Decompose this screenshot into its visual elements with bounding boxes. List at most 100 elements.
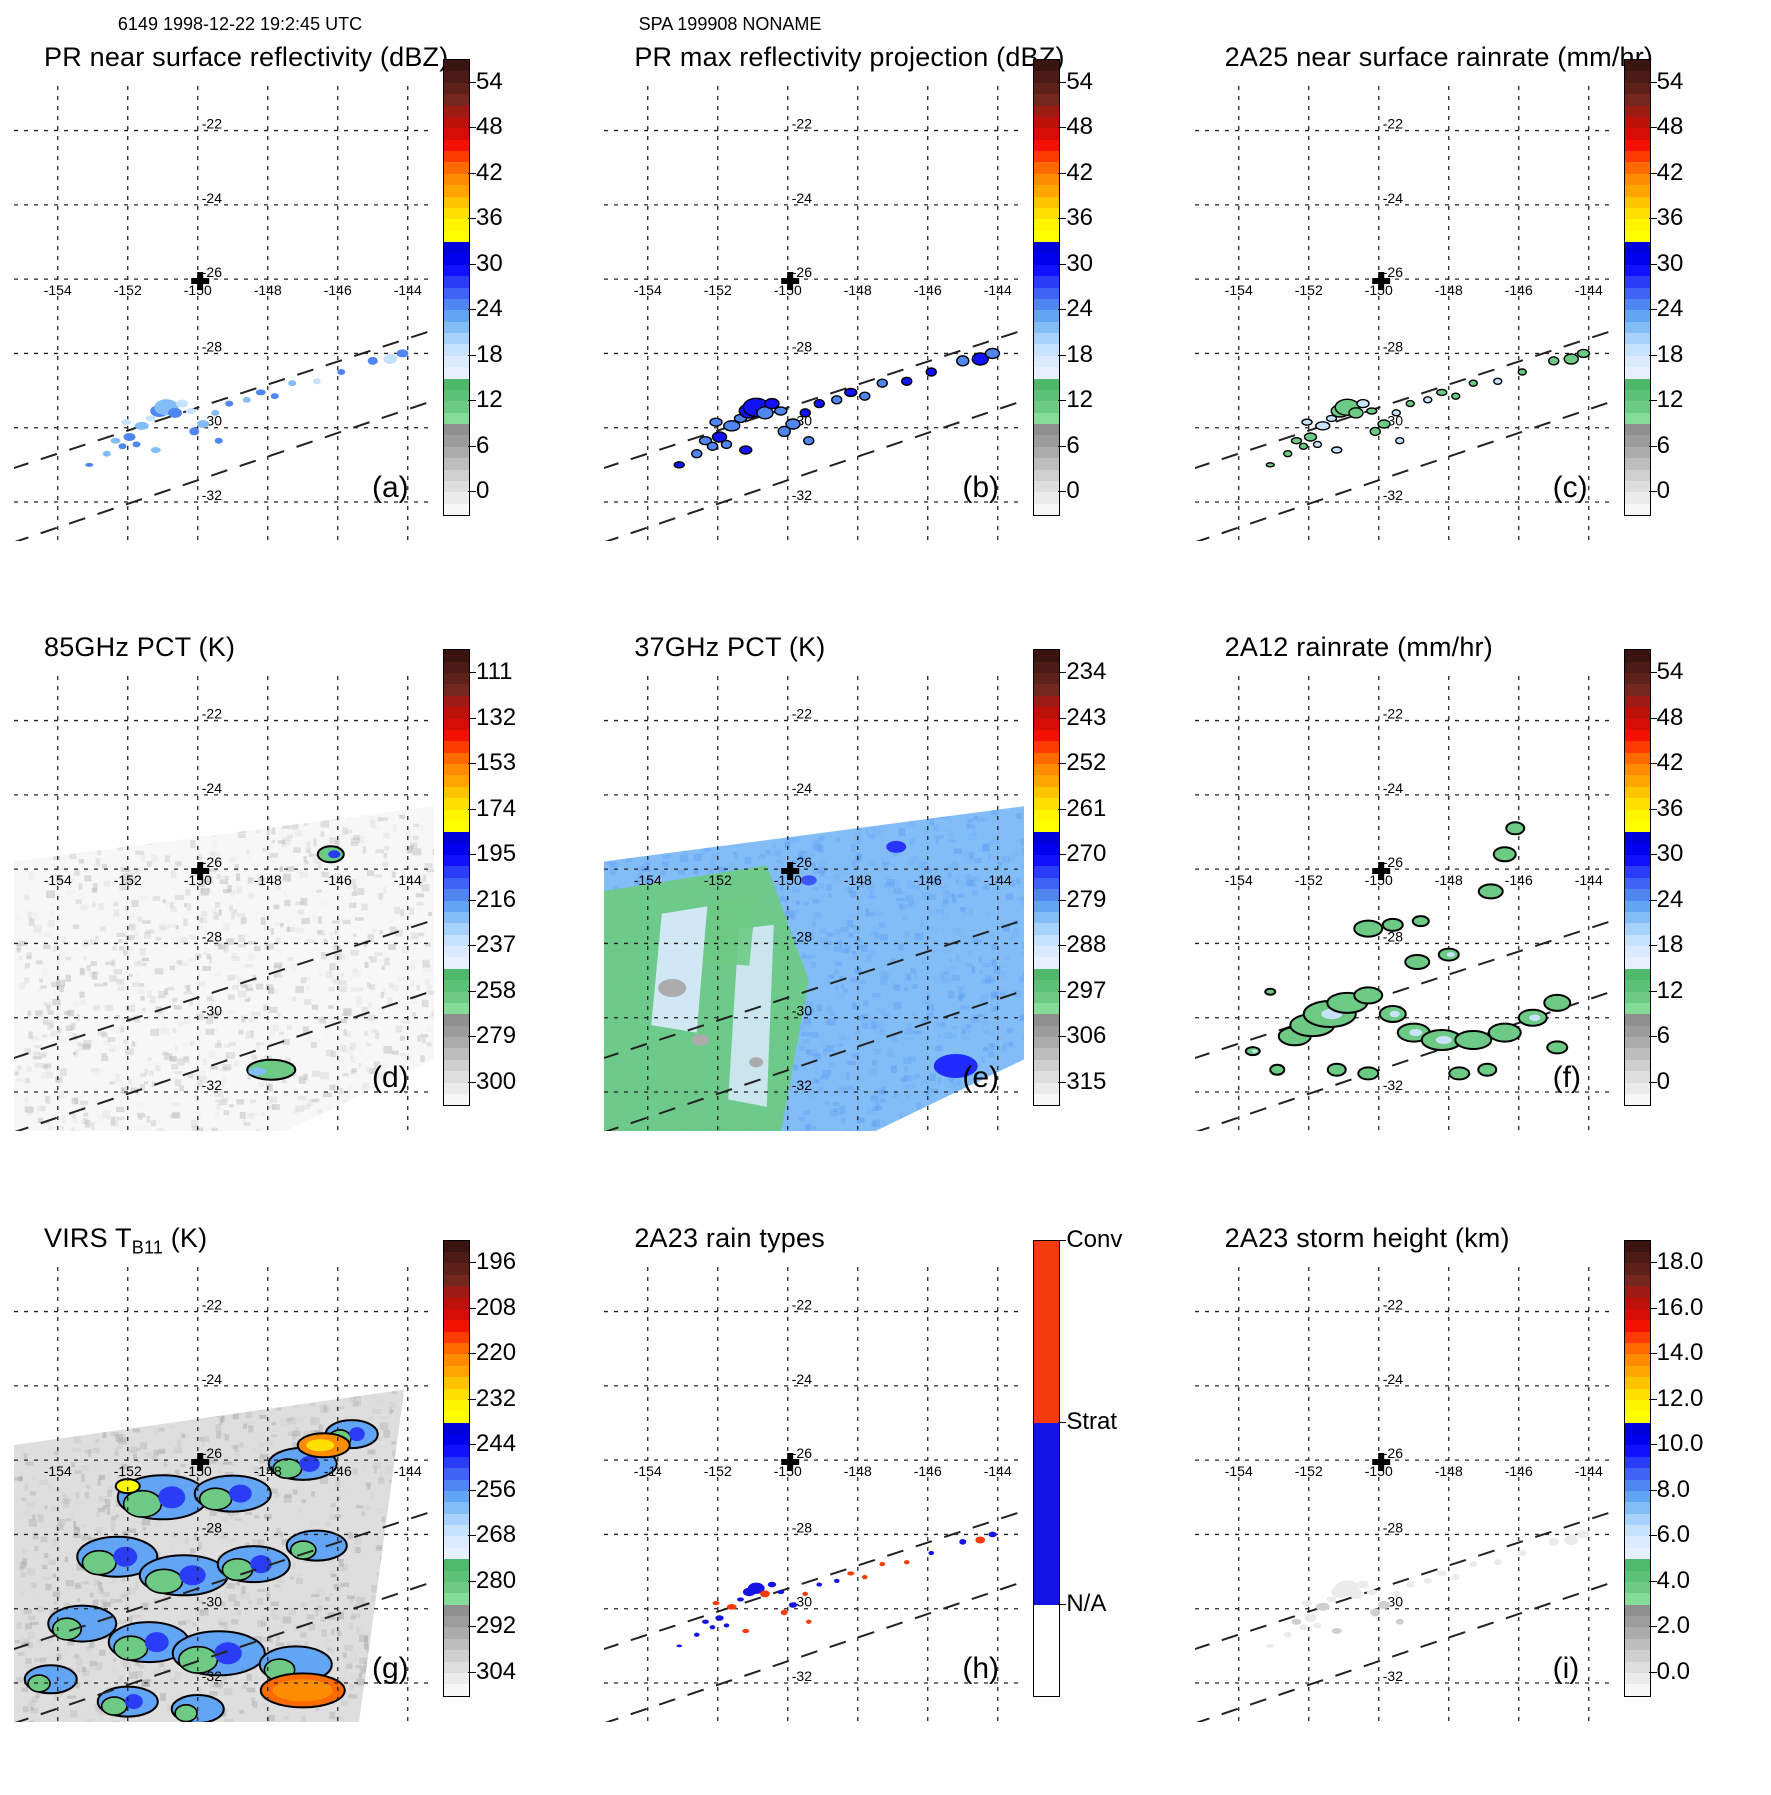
colorbar-tickmark [1058, 1036, 1066, 1037]
panel-title-h: 2A23 rain types [634, 1223, 825, 1254]
svg-text:-154: -154 [634, 872, 662, 888]
svg-text:-144: -144 [394, 282, 422, 298]
colorbar-tick-label: 315 [1066, 1068, 1106, 1096]
colorbar-tick-label: Strat [1066, 1408, 1117, 1436]
plot-area-c[interactable]: -154-152-150-148-146-144-22-24-26-28-30-… [1195, 86, 1615, 541]
colorbar-tick-label: 54 [1066, 68, 1093, 96]
colorbar-tickmark [468, 1490, 476, 1491]
colorbar-tickmark [468, 809, 476, 810]
svg-text:-152: -152 [1294, 282, 1322, 298]
panel-title-e: 37GHz PCT (K) [634, 632, 825, 663]
colorbar-tickmark [468, 127, 476, 128]
svg-text:-152: -152 [1294, 872, 1322, 888]
colorbar-tickmark [1058, 763, 1066, 764]
plot-area-g[interactable]: -154-152-150-148-146-144-22-24-26-28-30-… [14, 1267, 434, 1722]
colorbar-tickmark [1649, 446, 1657, 447]
panel-title-i: 2A23 storm height (km) [1225, 1223, 1510, 1254]
colorbar-tickmark [1649, 173, 1657, 174]
colorbar-tickmark [1058, 400, 1066, 401]
colorbar-tick-label: 280 [476, 1567, 516, 1595]
colorbar-tickmark [1649, 809, 1657, 810]
svg-text:-146: -146 [1504, 282, 1532, 298]
colorbar-tickmark [1058, 355, 1066, 356]
colorbar-tick-label: 24 [476, 295, 503, 323]
colorbar-tick-label: 0.0 [1657, 1658, 1690, 1686]
svg-text:-144: -144 [394, 872, 422, 888]
plot-area-b[interactable]: -154-152-150-148-146-144-22-24-26-28-30-… [604, 86, 1024, 541]
panel-label-h: (h) [962, 1652, 999, 1686]
plot-area-a[interactable]: -154-152-150-148-146-144-22-24-26-28-30-… [14, 86, 434, 541]
colorbar-tick-label: 268 [476, 1521, 516, 1549]
colorbar-tick-label: 0 [476, 477, 489, 505]
colorbar-tickmark [1058, 127, 1066, 128]
colorbar-tick-label: 261 [1066, 795, 1106, 823]
colorbar-tick-label: 234 [1066, 658, 1106, 686]
colorbar-tickmark [1058, 491, 1066, 492]
svg-text:-26: -26 [1382, 854, 1402, 870]
panel-e: 37GHz PCT (K)-154-152-150-148-146-144-22… [596, 614, 1186, 1204]
colorbar-tick-label: 258 [476, 977, 516, 1005]
plot-area-d[interactable]: -154-152-150-148-146-144-22-24-26-28-30-… [14, 676, 434, 1131]
colorbar-tickmark [1058, 854, 1066, 855]
colorbar-tick-label: 14.0 [1657, 1339, 1704, 1367]
plot-area-e[interactable]: -154-152-150-148-146-144-22-24-26-28-30-… [604, 676, 1024, 1131]
svg-text:-28: -28 [202, 929, 222, 945]
svg-text:-24: -24 [202, 780, 222, 796]
svg-text:-26: -26 [792, 264, 812, 280]
panel-label-a: (a) [372, 471, 409, 505]
colorbar-tick-label: 48 [1066, 113, 1093, 141]
plot-area-h[interactable]: -154-152-150-148-146-144-22-24-26-28-30-… [604, 1267, 1024, 1722]
colorbar-tickmark [468, 1308, 476, 1309]
colorbar-tickmark [1649, 218, 1657, 219]
panel-title-c: 2A25 near surface rainrate (mm/hr) [1225, 42, 1653, 73]
colorbar-raintype [1033, 1240, 1060, 1697]
svg-text:-32: -32 [1382, 1077, 1402, 1093]
colorbar-tick-label: 306 [1066, 1022, 1106, 1050]
colorbar-tickmark [1058, 1240, 1066, 1241]
svg-text:-152: -152 [704, 872, 732, 888]
colorbar-tickmark [1649, 763, 1657, 764]
colorbar-tick-label: 30 [1066, 250, 1093, 278]
colorbar-tickmark [468, 763, 476, 764]
svg-text:-154: -154 [44, 872, 72, 888]
colorbar-tickmark [468, 446, 476, 447]
svg-text:-26: -26 [202, 854, 222, 870]
panel-title-subscript: B11 [132, 1237, 163, 1257]
svg-text:-144: -144 [1574, 282, 1602, 298]
panel-title-d: 85GHz PCT (K) [44, 632, 235, 663]
colorbar-tickmark [1649, 1082, 1657, 1083]
colorbar-tick-label: 10.0 [1657, 1430, 1704, 1458]
colorbar-tickmark [468, 718, 476, 719]
colorbar-tickmark [1058, 672, 1066, 673]
colorbar-tickmark [1058, 218, 1066, 219]
colorbar-tick-label: 196 [476, 1248, 516, 1276]
svg-text:-146: -146 [914, 872, 942, 888]
plot-area-f[interactable]: -154-152-150-148-146-144-22-24-26-28-30-… [1195, 676, 1615, 1131]
colorbar-tickmark [468, 218, 476, 219]
svg-text:-32: -32 [792, 1077, 812, 1093]
colorbar-tickmark [1058, 718, 1066, 719]
colorbar-tick-label: 54 [1657, 68, 1684, 96]
svg-text:-24: -24 [792, 190, 812, 206]
colorbar-tickmark [1649, 127, 1657, 128]
colorbar-tickmark [468, 854, 476, 855]
colorbar-tick-label: 237 [476, 931, 516, 959]
colorbar-tick-label: 300 [476, 1068, 516, 1096]
colorbar-tickmark [1058, 1604, 1066, 1605]
panel-g: VIRS TB11 (K)-154-152-150-148-146-144-22… [6, 1205, 596, 1795]
panel-label-c: (c) [1553, 471, 1588, 505]
colorbar-tickmark [1649, 1490, 1657, 1491]
colorbar-tick-label: 12 [1657, 977, 1684, 1005]
colorbar-tickmark [468, 1353, 476, 1354]
colorbar-tickmark [1058, 446, 1066, 447]
colorbar-tickmark [1058, 82, 1066, 83]
svg-text:-144: -144 [1574, 872, 1602, 888]
colorbar-tick-label: 18.0 [1657, 1248, 1704, 1276]
svg-text:-22: -22 [1382, 116, 1402, 132]
colorbar-tickmark [1649, 1262, 1657, 1263]
plot-area-i[interactable]: -154-152-150-148-146-144-22-24-26-28-30-… [1195, 1267, 1615, 1722]
panel-label-f: (f) [1553, 1061, 1581, 1095]
colorbar-tick-label: 36 [476, 204, 503, 232]
colorbar-tickmark [1649, 718, 1657, 719]
